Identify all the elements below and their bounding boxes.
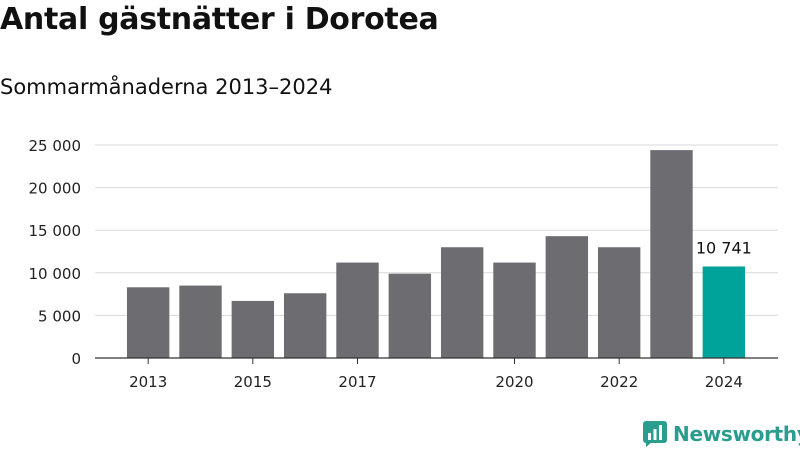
- x-tick-label: 2020: [495, 373, 533, 391]
- highlight-data-label: 10 741: [696, 238, 752, 257]
- y-axis-ticks: 0 5 000 10 000 15 000 20 000 25 000: [29, 137, 82, 368]
- chart-subtitle: Sommarmånaderna 2013–2024: [0, 75, 333, 99]
- y-tick-label: 5 000: [38, 307, 81, 325]
- bar-2017: [336, 262, 379, 358]
- y-tick-label: 25 000: [29, 137, 82, 155]
- bar-2014: [179, 285, 222, 358]
- x-tick-label: 2024: [705, 373, 743, 391]
- data-labels: 10 741: [696, 238, 752, 257]
- x-tick-label: 2022: [600, 373, 638, 391]
- bar-2019: [440, 247, 484, 358]
- x-tick-label: 2017: [338, 373, 376, 391]
- bar-2024: [702, 266, 746, 358]
- x-tick-label: 2013: [129, 373, 167, 391]
- bar-2013: [126, 287, 170, 358]
- y-tick-label: 10 000: [29, 265, 82, 283]
- newsworthy-logo-icon: [643, 421, 667, 447]
- newsworthy-logo: Newsworthy: [643, 420, 800, 448]
- bar-2018: [388, 273, 432, 358]
- y-tick-label: 20 000: [29, 180, 82, 198]
- x-axis-ticks: 2013 2015 2017 2020 2022 2024: [129, 358, 743, 391]
- bar-2023: [650, 150, 693, 358]
- y-tick-label: 15 000: [29, 222, 82, 240]
- brand-name: Newsworthy: [673, 422, 800, 446]
- bar-2015: [231, 300, 275, 358]
- bar-2016: [283, 293, 327, 358]
- y-tick-label: 0: [71, 350, 81, 368]
- bars: [126, 150, 746, 358]
- chart-title: Antal gästnätter i Dorotea: [0, 2, 439, 37]
- bar-2021: [545, 236, 589, 358]
- x-tick-label: 2015: [234, 373, 272, 391]
- bar-2020: [493, 262, 536, 358]
- bar-2022: [597, 247, 641, 358]
